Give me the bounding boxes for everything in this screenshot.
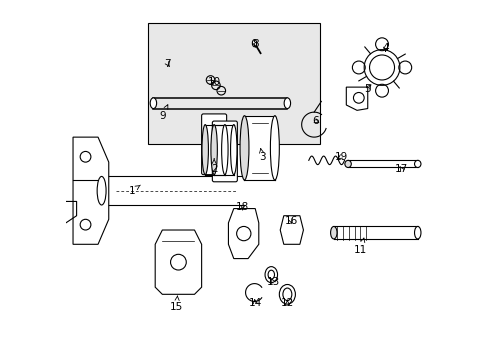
Ellipse shape [344, 160, 350, 167]
FancyBboxPatch shape [212, 121, 237, 182]
FancyBboxPatch shape [201, 114, 226, 175]
Text: 2: 2 [210, 159, 217, 174]
Text: 18: 18 [236, 202, 249, 212]
Ellipse shape [330, 226, 336, 239]
Ellipse shape [97, 176, 106, 205]
Text: 3: 3 [259, 149, 265, 162]
Ellipse shape [270, 116, 279, 180]
Polygon shape [73, 137, 108, 244]
Ellipse shape [279, 284, 295, 304]
Text: 12: 12 [280, 298, 293, 308]
Text: 1: 1 [128, 185, 140, 196]
Ellipse shape [202, 125, 208, 175]
Ellipse shape [267, 270, 274, 279]
Text: 13: 13 [266, 277, 279, 287]
Ellipse shape [414, 226, 420, 239]
Ellipse shape [264, 267, 277, 283]
Text: 15: 15 [170, 296, 183, 312]
Ellipse shape [252, 40, 256, 47]
Ellipse shape [284, 98, 290, 109]
Text: 8: 8 [251, 39, 258, 49]
Text: 5: 5 [364, 84, 370, 94]
Ellipse shape [221, 125, 227, 175]
Ellipse shape [210, 125, 217, 175]
Text: 19: 19 [334, 152, 347, 162]
Ellipse shape [283, 288, 291, 301]
Text: 7: 7 [164, 59, 171, 69]
Text: 17: 17 [394, 164, 407, 174]
Polygon shape [346, 87, 367, 111]
Polygon shape [155, 230, 201, 294]
Text: 16: 16 [284, 216, 297, 226]
Ellipse shape [240, 116, 248, 180]
Text: 6: 6 [312, 116, 319, 126]
Text: 11: 11 [353, 238, 366, 255]
Text: 9: 9 [159, 105, 167, 121]
Text: 4: 4 [382, 43, 388, 53]
Text: 10: 10 [207, 77, 220, 87]
Polygon shape [280, 216, 303, 244]
Polygon shape [148, 23, 319, 144]
Ellipse shape [414, 160, 420, 167]
Ellipse shape [150, 98, 156, 109]
Polygon shape [228, 208, 258, 258]
Text: 14: 14 [248, 298, 261, 308]
Ellipse shape [230, 125, 237, 175]
